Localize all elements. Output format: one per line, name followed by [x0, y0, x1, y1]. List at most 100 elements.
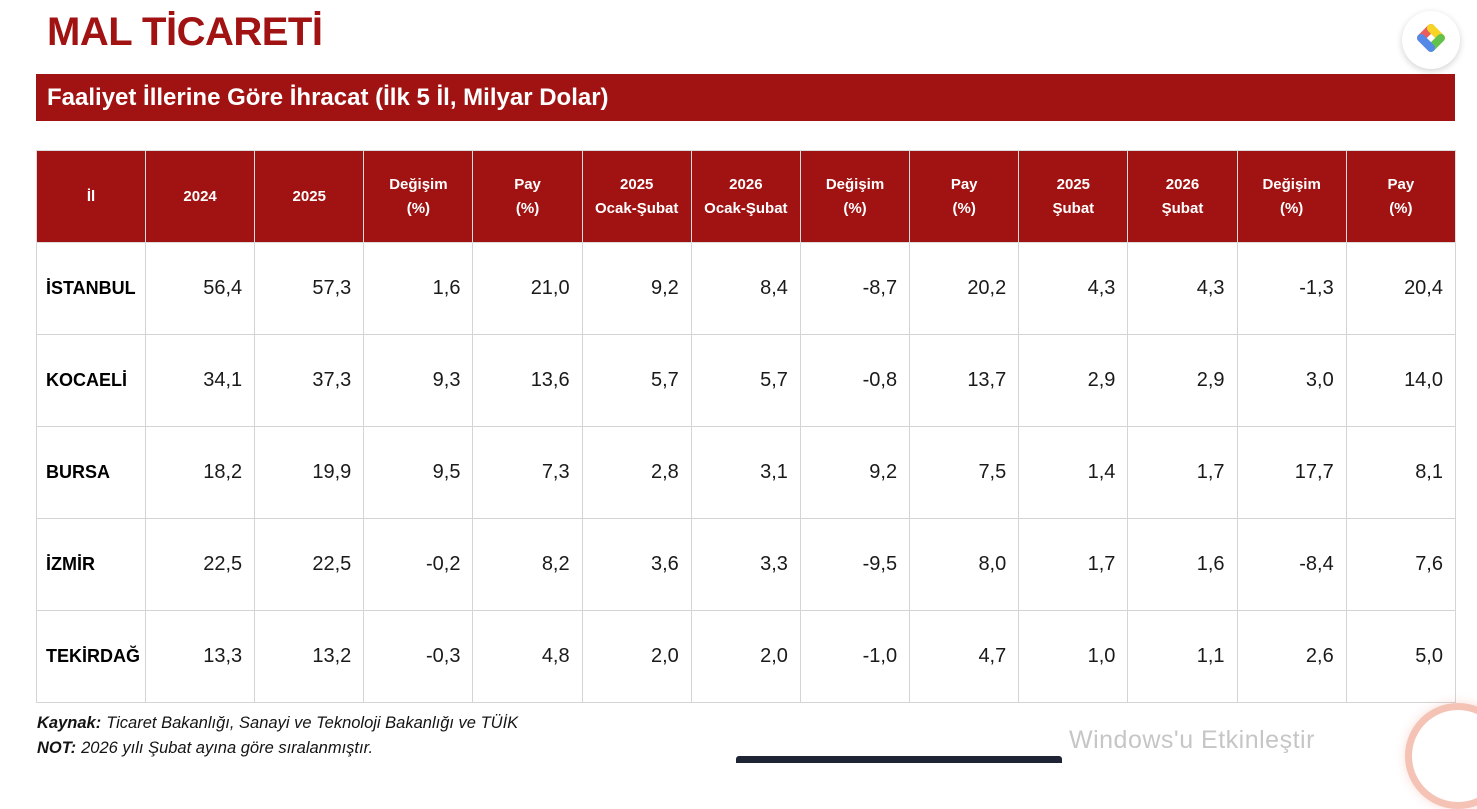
data-cell: -1,3: [1236, 242, 1347, 335]
header-cell: Pay (%): [1345, 150, 1457, 243]
table-header-row: İl 2024 2025 Değişim (%) Pay (%) 2025 Ocak-Şu…: [36, 150, 1457, 243]
section-banner-title: Faaliyet İllerine Göre İhracat (İlk 5 İl…: [47, 83, 609, 111]
header-cell: İl: [36, 150, 146, 243]
data-cell: 2,9: [1018, 334, 1129, 427]
bottom-dark-bar[interactable]: [736, 756, 1062, 763]
row-label: KOCAELİ: [36, 334, 146, 427]
data-cell: -1,0: [799, 610, 911, 703]
data-cell: 5,7: [581, 334, 692, 427]
data-cell: 1,4: [1018, 426, 1129, 519]
section-banner: Faaliyet İllerine Göre İhracat (İlk 5 İl…: [36, 74, 1455, 121]
data-cell: 56,4: [144, 242, 256, 335]
data-cell: 18,2: [144, 426, 256, 519]
data-cell: 9,3: [363, 334, 474, 427]
windows-activation-watermark: Windows'u Etkinleştir: [1069, 726, 1315, 754]
ordering-note: NOT: 2026 yılı Şubat ayına göre sıralanmı…: [37, 736, 518, 761]
data-cell: 20,2: [909, 242, 1020, 335]
data-cell: 19,9: [254, 426, 365, 519]
data-cell: 2,8: [581, 426, 692, 519]
header-cell: Pay (%): [909, 150, 1020, 243]
row-label: İZMİR: [36, 518, 146, 611]
data-cell: 13,7: [909, 334, 1020, 427]
header-cell: Değişim (%): [1236, 150, 1347, 243]
data-cell: 57,3: [254, 242, 365, 335]
data-cell: 13,6: [472, 334, 583, 427]
export-table-container: İl 2024 2025 Değişim (%) Pay (%) 2025 Ocak-Şu…: [36, 150, 1457, 703]
data-cell: 4,3: [1018, 242, 1129, 335]
data-cell: -8,4: [1236, 518, 1347, 611]
data-cell: 9,5: [363, 426, 474, 519]
data-cell: -9,5: [799, 518, 911, 611]
colored-diamond-icon: [1413, 20, 1449, 61]
table-row: KOCAELİ 34,1 37,3 9,3 13,6 5,7 5,7 -0,8 13,7 2,9 2…: [36, 334, 1457, 427]
table-row: İSTANBUL 56,4 57,3 1,6 21,0 9,2 8,4 -8,7 20,2 4,3…: [36, 242, 1457, 335]
data-cell: 34,1: [144, 334, 256, 427]
data-cell: 2,0: [690, 610, 801, 703]
data-cell: 13,3: [144, 610, 256, 703]
data-cell: 3,6: [581, 518, 692, 611]
data-cell: 1,6: [1127, 518, 1238, 611]
data-cell: 8,2: [472, 518, 583, 611]
export-table: İl 2024 2025 Değişim (%) Pay (%) 2025 Ocak-Şu…: [36, 150, 1457, 703]
row-label: İSTANBUL: [36, 242, 146, 335]
data-cell: 22,5: [254, 518, 365, 611]
data-cell: 1,6: [363, 242, 474, 335]
data-cell: -0,3: [363, 610, 474, 703]
data-cell: 9,2: [799, 426, 911, 519]
table-row: İZMİR 22,5 22,5 -0,2 8,2 3,6 3,3 -9,5 8,0 1,7 1,6-…: [36, 518, 1457, 611]
data-cell: 7,3: [472, 426, 583, 519]
corner-logo-fragment: [1405, 703, 1477, 809]
data-cell: 1,0: [1018, 610, 1129, 703]
table-body: İSTANBUL 56,4 57,3 1,6 21,0 9,2 8,4 -8,7 20,2 4,3…: [36, 242, 1457, 703]
data-cell: -0,2: [363, 518, 474, 611]
data-cell: -0,8: [799, 334, 911, 427]
header-cell: 2026 Şubat: [1127, 150, 1238, 243]
data-cell: 21,0: [472, 242, 583, 335]
data-cell: 14,0: [1345, 334, 1457, 427]
table-head: İl 2024 2025 Değişim (%) Pay (%) 2025 Ocak-Şu…: [36, 150, 1457, 243]
ordering-note-text: 2026 yılı Şubat ayına göre sıralanmıştır…: [81, 739, 374, 757]
data-cell: 7,5: [909, 426, 1020, 519]
header-cell: 2025: [254, 150, 365, 243]
data-cell: 20,4: [1345, 242, 1457, 335]
data-cell: 9,2: [581, 242, 692, 335]
data-cell: 8,0: [909, 518, 1020, 611]
app-logo: [1402, 11, 1460, 69]
data-cell: 7,6: [1345, 518, 1457, 611]
data-cell: 1,1: [1127, 610, 1238, 703]
table-row: TEKİRDAĞ 13,3 13,2 -0,3 4,8 2,0 2,0 -1,0 4,7 1,0 1…: [36, 610, 1457, 703]
data-cell: 3,3: [690, 518, 801, 611]
data-cell: -8,7: [799, 242, 911, 335]
row-label: BURSA: [36, 426, 146, 519]
data-cell: 5,0: [1345, 610, 1457, 703]
data-cell: 3,0: [1236, 334, 1347, 427]
data-cell: 4,3: [1127, 242, 1238, 335]
data-cell: 2,0: [581, 610, 692, 703]
ordering-note-label: NOT:: [37, 739, 77, 757]
data-cell: 5,7: [690, 334, 801, 427]
source-note: Kaynak: Ticaret Bakanlığı, Sanayi ve Tekn…: [37, 711, 518, 736]
page-title: MAL TİCARETİ: [47, 10, 323, 54]
footer-notes: Kaynak: Ticaret Bakanlığı, Sanayi ve Tekn…: [37, 711, 518, 761]
data-cell: 2,9: [1127, 334, 1238, 427]
header-cell: Pay (%): [472, 150, 583, 243]
data-cell: 8,1: [1345, 426, 1457, 519]
data-cell: 37,3: [254, 334, 365, 427]
data-cell: 4,7: [909, 610, 1020, 703]
header-cell: 2026 Ocak-Şubat: [690, 150, 801, 243]
data-cell: 17,7: [1236, 426, 1347, 519]
header-cell: Değişim (%): [363, 150, 474, 243]
data-cell: 1,7: [1018, 518, 1129, 611]
source-note-text: Ticaret Bakanlığı, Sanayi ve Teknoloji B…: [106, 714, 519, 732]
header-cell: 2025 Şubat: [1018, 150, 1129, 243]
data-cell: 1,7: [1127, 426, 1238, 519]
header-cell: 2025 Ocak-Şubat: [581, 150, 692, 243]
row-label: TEKİRDAĞ: [36, 610, 146, 703]
source-note-label: Kaynak:: [37, 714, 102, 732]
header-cell: Değişim (%): [799, 150, 911, 243]
data-cell: 2,6: [1236, 610, 1347, 703]
data-cell: 13,2: [254, 610, 365, 703]
table-row: BURSA 18,2 19,9 9,5 7,3 2,8 3,1 9,2 7,5 1,4 1,7 17,…: [36, 426, 1457, 519]
header-cell: 2024: [144, 150, 256, 243]
data-cell: 8,4: [690, 242, 801, 335]
